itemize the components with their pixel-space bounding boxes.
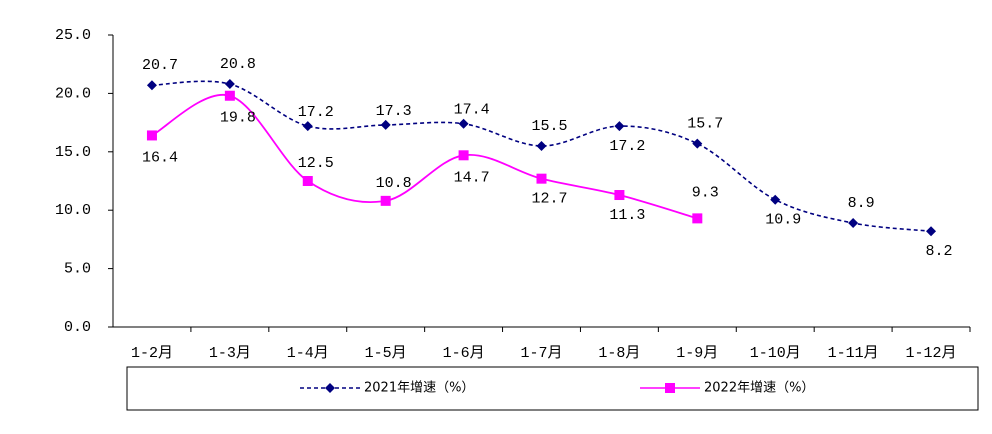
marker — [380, 119, 391, 130]
data-label: 12.5 — [298, 155, 334, 172]
marker — [614, 121, 625, 132]
x-tick-label: 1-5月 — [365, 345, 407, 362]
data-label: 11.3 — [609, 207, 645, 224]
legend-label: 2021年增速（%） — [364, 381, 474, 396]
marker — [926, 226, 937, 237]
marker — [302, 121, 313, 132]
marker — [848, 218, 859, 229]
data-label: 20.7 — [142, 57, 178, 74]
data-label: 9.3 — [692, 184, 719, 201]
y-tick-label: 15.0 — [55, 144, 91, 161]
y-tick-label: 10.0 — [55, 202, 91, 219]
marker — [536, 140, 547, 151]
x-tick-label: 1-11月 — [828, 345, 879, 362]
x-tick-label: 1-12月 — [906, 345, 957, 362]
y-tick-label: 25.0 — [55, 27, 91, 44]
x-tick-label: 1-6月 — [443, 345, 485, 362]
marker — [665, 383, 675, 393]
data-label: 17.4 — [454, 102, 490, 119]
x-tick-label: 1-3月 — [209, 345, 251, 362]
data-label: 17.3 — [376, 103, 412, 120]
marker — [692, 213, 703, 224]
data-label: 8.2 — [926, 243, 953, 260]
marker — [325, 383, 335, 393]
marker — [224, 90, 235, 101]
marker — [536, 173, 547, 184]
marker — [614, 190, 625, 201]
legend-box — [126, 366, 979, 411]
marker — [458, 150, 469, 161]
data-label: 15.5 — [531, 118, 567, 135]
x-tick-label: 1-8月 — [598, 345, 640, 362]
x-tick-label: 1-4月 — [287, 345, 329, 362]
series-line — [151, 80, 932, 233]
data-label: 10.8 — [376, 175, 412, 192]
x-tick-label: 1-9月 — [676, 345, 718, 362]
data-label: 15.7 — [687, 116, 723, 133]
x-tick-label: 1-7月 — [520, 345, 562, 362]
legend-label: 2022年增速（%） — [704, 381, 814, 396]
marker — [770, 194, 781, 205]
marker — [224, 79, 235, 90]
x-tick-label: 1-10月 — [750, 345, 801, 362]
data-label: 10.9 — [765, 212, 801, 229]
marker — [146, 130, 157, 141]
marker — [380, 195, 391, 206]
y-tick-label: 20.0 — [55, 85, 91, 102]
marker — [302, 176, 313, 186]
data-label: 12.7 — [531, 191, 567, 208]
data-label: 17.2 — [298, 104, 334, 121]
data-label: 16.4 — [142, 149, 178, 166]
data-label: 19.8 — [220, 110, 256, 127]
x-tick-label: 1-2月 — [131, 345, 173, 362]
marker — [458, 118, 469, 129]
y-tick-label: 0.0 — [64, 319, 91, 336]
data-label: 20.8 — [220, 56, 256, 73]
y-tick-label: 5.0 — [64, 261, 91, 278]
data-label: 17.2 — [609, 138, 645, 155]
data-label: 8.9 — [848, 195, 875, 212]
data-label: 14.7 — [454, 169, 490, 186]
series-line — [151, 93, 698, 220]
marker — [692, 138, 703, 149]
marker — [146, 80, 157, 91]
